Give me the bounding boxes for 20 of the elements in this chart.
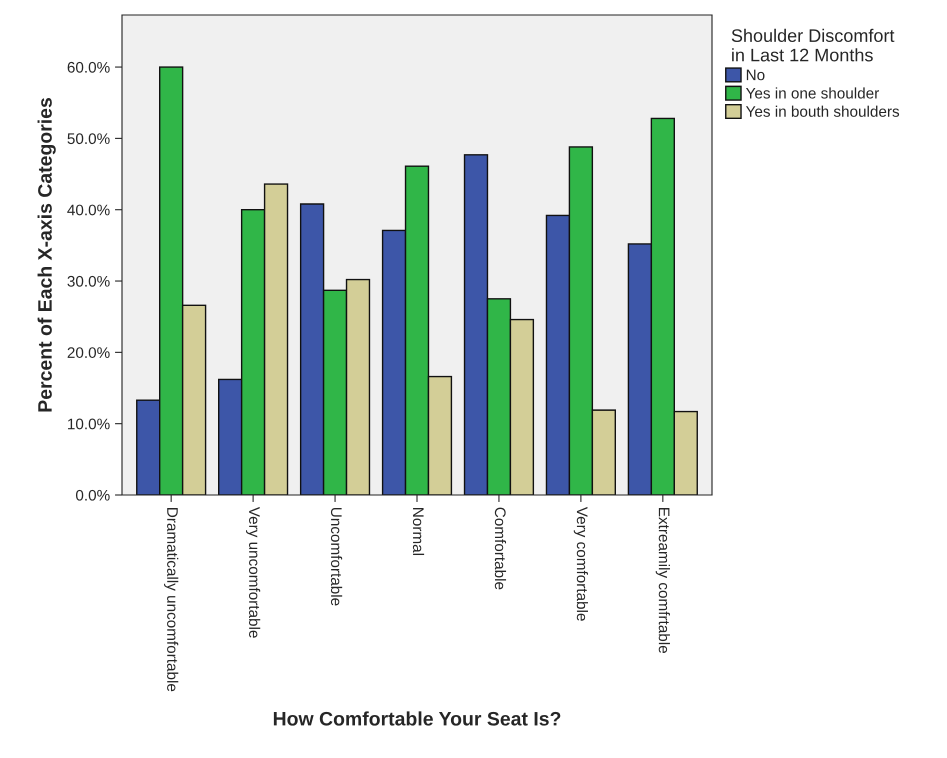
legend-title: Shoulder Discomfort in Last 12 Months — [732, 28, 894, 62]
y-tick-label: 20.0% — [68, 347, 110, 358]
x-tick-label: Uncomfortable — [330, 508, 342, 606]
x-tick-label: Comfortable — [494, 508, 506, 590]
y-tick-label: 10.0% — [68, 418, 110, 430]
x-tick-label: Normal — [412, 508, 424, 556]
y-tick-label: 40.0% — [67, 204, 110, 216]
y-tick-label: 30.0% — [67, 276, 110, 287]
x-tick-label: Dramatically uncomfortable — [164, 508, 178, 692]
legend-label: Yes in bouth shoulders — [746, 106, 900, 117]
y-tick-label: 60.0% — [68, 62, 110, 73]
y-axis-title: Percent of Each X-axis Categories — [38, 98, 56, 412]
x-tick-label: Very comfortable — [574, 506, 588, 621]
x-tick-label: Extreamily comfrtable — [656, 508, 670, 654]
legend-label: No — [746, 70, 764, 80]
x-axis-title: How Comfortable Your Seat Is? — [274, 711, 560, 726]
legend-label: Yes in one shoulder — [746, 87, 880, 99]
x-tick-label: Very uncomfortable — [246, 506, 260, 638]
y-tick-label: 0.0% — [76, 490, 110, 501]
y-tick-label: 50.0% — [67, 133, 110, 144]
